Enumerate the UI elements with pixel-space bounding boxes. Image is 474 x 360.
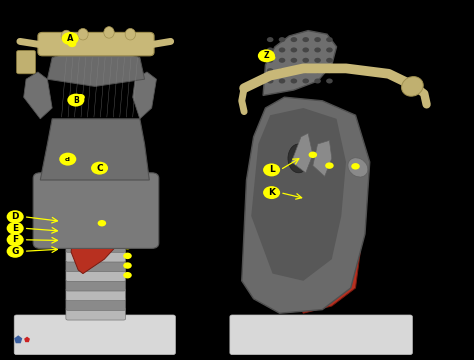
- Circle shape: [326, 37, 333, 42]
- Circle shape: [123, 243, 132, 249]
- FancyBboxPatch shape: [66, 250, 126, 262]
- Ellipse shape: [104, 27, 114, 38]
- Circle shape: [314, 78, 321, 84]
- Circle shape: [123, 272, 132, 279]
- Circle shape: [314, 37, 321, 42]
- Text: Z: Z: [264, 51, 269, 60]
- Circle shape: [291, 68, 297, 73]
- Circle shape: [7, 245, 24, 258]
- Circle shape: [351, 163, 360, 170]
- Text: C: C: [96, 164, 103, 173]
- Text: L: L: [269, 166, 274, 175]
- Circle shape: [68, 41, 76, 47]
- FancyBboxPatch shape: [66, 269, 126, 282]
- Text: K: K: [268, 188, 275, 197]
- FancyBboxPatch shape: [66, 308, 126, 320]
- Circle shape: [279, 68, 285, 73]
- Polygon shape: [71, 202, 123, 274]
- Ellipse shape: [401, 77, 423, 96]
- FancyBboxPatch shape: [17, 50, 36, 74]
- Circle shape: [326, 48, 333, 53]
- Circle shape: [7, 233, 24, 246]
- Circle shape: [302, 78, 309, 84]
- Circle shape: [302, 58, 309, 63]
- Polygon shape: [263, 31, 337, 95]
- Circle shape: [91, 162, 108, 175]
- Circle shape: [291, 37, 297, 42]
- FancyBboxPatch shape: [38, 32, 154, 56]
- FancyBboxPatch shape: [66, 298, 126, 310]
- Circle shape: [291, 48, 297, 53]
- FancyBboxPatch shape: [66, 260, 126, 272]
- Circle shape: [267, 58, 273, 63]
- Polygon shape: [47, 45, 145, 86]
- Circle shape: [326, 78, 333, 84]
- Circle shape: [326, 58, 333, 63]
- Polygon shape: [242, 97, 370, 313]
- Text: F: F: [12, 235, 18, 244]
- FancyBboxPatch shape: [33, 173, 159, 248]
- Circle shape: [123, 253, 132, 259]
- Circle shape: [67, 94, 84, 107]
- Text: E: E: [12, 224, 18, 233]
- Text: A: A: [67, 34, 73, 43]
- Circle shape: [267, 37, 273, 42]
- Circle shape: [279, 78, 285, 84]
- Ellipse shape: [288, 144, 309, 173]
- Circle shape: [279, 48, 285, 53]
- Circle shape: [123, 262, 132, 269]
- Circle shape: [291, 58, 297, 63]
- Ellipse shape: [125, 28, 136, 40]
- Ellipse shape: [61, 30, 72, 42]
- Circle shape: [309, 152, 317, 158]
- Text: ⬟: ⬟: [14, 335, 22, 345]
- Circle shape: [62, 32, 79, 45]
- FancyBboxPatch shape: [66, 240, 126, 252]
- FancyBboxPatch shape: [66, 279, 126, 291]
- Circle shape: [279, 58, 285, 63]
- Polygon shape: [24, 72, 52, 119]
- Text: D: D: [11, 212, 19, 221]
- Text: cl: cl: [65, 157, 71, 162]
- Circle shape: [279, 37, 285, 42]
- Circle shape: [314, 68, 321, 73]
- Text: B: B: [73, 96, 79, 105]
- Circle shape: [267, 54, 275, 61]
- Circle shape: [326, 68, 333, 73]
- FancyBboxPatch shape: [14, 315, 175, 355]
- Circle shape: [267, 78, 273, 84]
- Circle shape: [263, 186, 280, 199]
- Circle shape: [59, 153, 76, 166]
- FancyBboxPatch shape: [230, 315, 412, 355]
- Ellipse shape: [85, 223, 109, 245]
- Polygon shape: [40, 119, 149, 180]
- Circle shape: [291, 78, 297, 84]
- Circle shape: [302, 48, 309, 53]
- Circle shape: [314, 58, 321, 63]
- Circle shape: [98, 220, 106, 226]
- Polygon shape: [282, 209, 360, 313]
- Polygon shape: [133, 72, 156, 119]
- FancyBboxPatch shape: [66, 230, 126, 243]
- Circle shape: [76, 94, 85, 100]
- Circle shape: [314, 48, 321, 53]
- FancyBboxPatch shape: [66, 288, 126, 301]
- Polygon shape: [292, 133, 313, 173]
- Circle shape: [267, 68, 273, 73]
- Circle shape: [7, 222, 24, 235]
- Text: G: G: [11, 247, 19, 256]
- Circle shape: [258, 49, 275, 62]
- Circle shape: [302, 37, 309, 42]
- Circle shape: [123, 233, 132, 240]
- Circle shape: [325, 162, 334, 169]
- Ellipse shape: [78, 28, 88, 40]
- Polygon shape: [313, 140, 332, 176]
- Circle shape: [267, 48, 273, 53]
- Polygon shape: [251, 108, 346, 281]
- Text: ⬟: ⬟: [24, 337, 29, 343]
- Circle shape: [263, 163, 280, 176]
- Circle shape: [7, 210, 24, 223]
- Circle shape: [302, 68, 309, 73]
- Ellipse shape: [348, 158, 368, 177]
